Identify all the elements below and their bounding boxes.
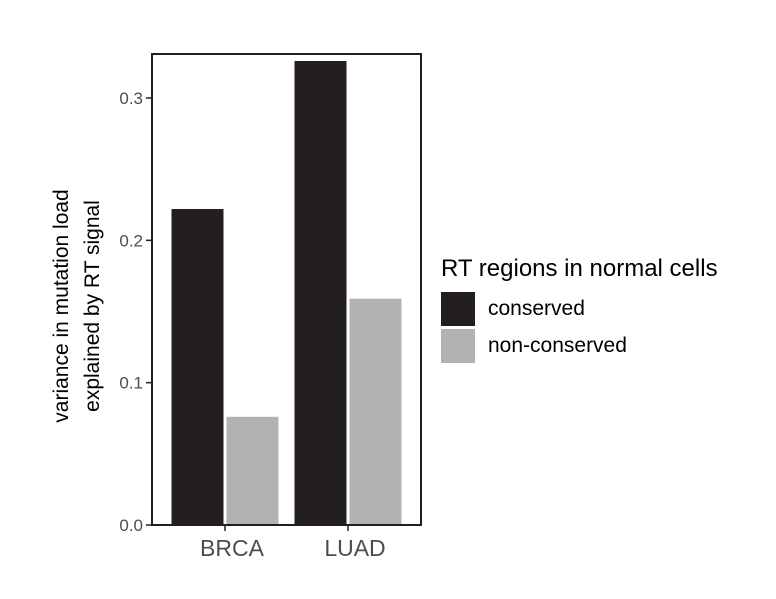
y-tick-label: 0.2 bbox=[119, 231, 143, 250]
legend-label-non-conserved: non-conserved bbox=[488, 334, 627, 357]
bar-luad-conserved bbox=[294, 60, 347, 525]
legend-swatch-non-conserved bbox=[441, 329, 475, 363]
y-tick-label: 0.3 bbox=[119, 89, 143, 108]
x-tick-label-luad: LUAD bbox=[324, 535, 385, 561]
legend-label-conserved: conserved bbox=[488, 297, 585, 320]
y-axis-label-line-2: explained by RT signal bbox=[81, 200, 104, 412]
x-tick-label-brca: BRCA bbox=[200, 535, 265, 561]
y-axis: 0.0 0.1 0.2 0.3 bbox=[119, 89, 152, 535]
legend-swatch-conserved bbox=[441, 292, 475, 326]
bar-brca-non-conserved bbox=[226, 416, 279, 525]
x-axis: BRCA LUAD bbox=[200, 525, 386, 561]
y-axis-label-line-1: variance in mutation load bbox=[50, 189, 73, 422]
bars-layer bbox=[171, 60, 402, 525]
y-tick-label: 0.0 bbox=[119, 516, 143, 535]
legend-title: RT regions in normal cells bbox=[441, 255, 718, 282]
bar-brca-conserved bbox=[171, 209, 224, 525]
plot-panel-border bbox=[151, 53, 422, 526]
legend: RT regions in normal cells conserved non-… bbox=[441, 255, 718, 363]
bar-luad-non-conserved bbox=[349, 298, 402, 525]
y-tick-label: 0.1 bbox=[119, 374, 143, 393]
